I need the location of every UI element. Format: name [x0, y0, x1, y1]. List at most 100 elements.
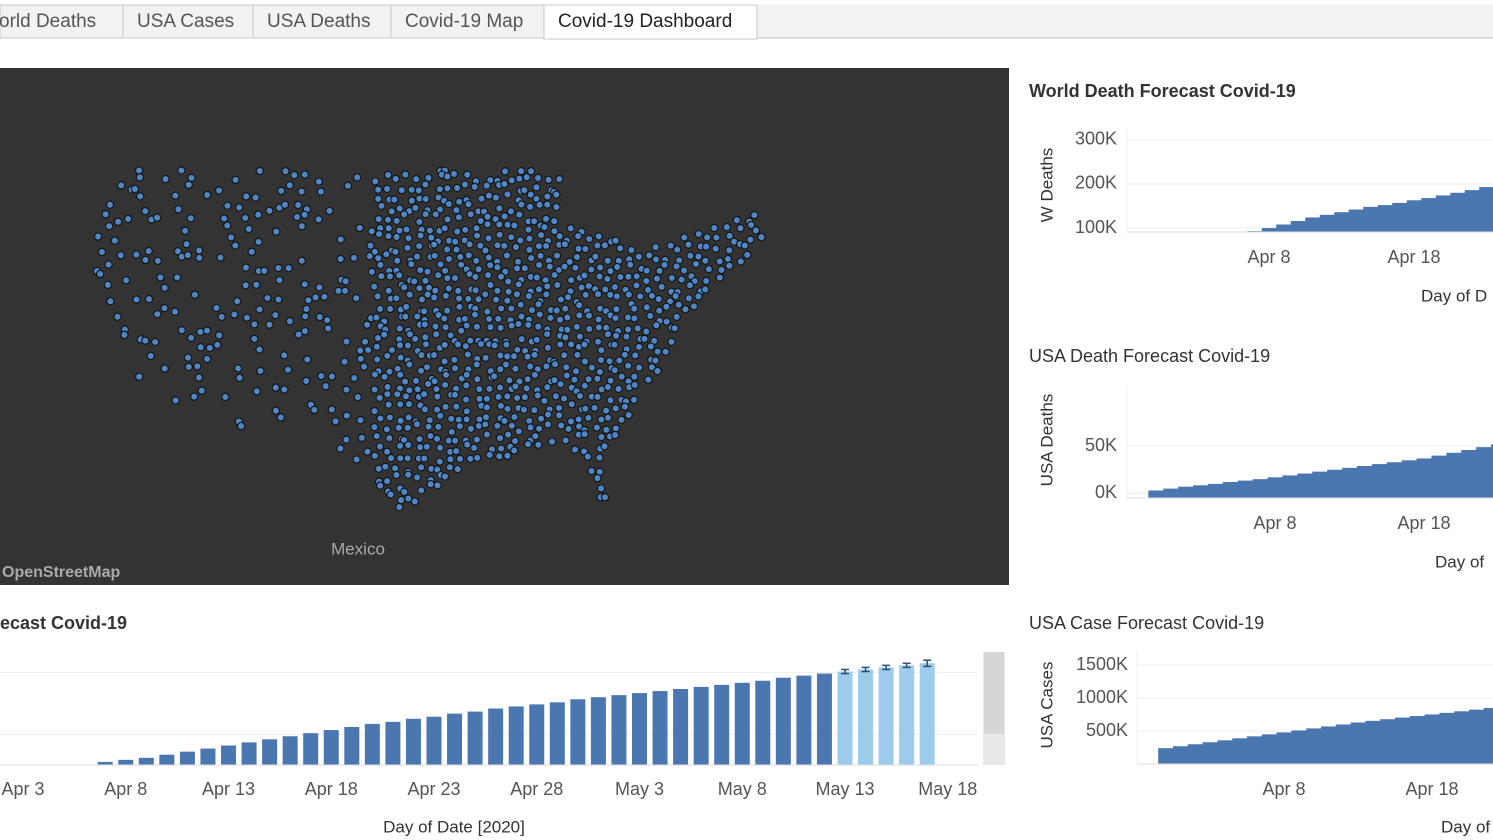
map-dot	[550, 360, 560, 369]
map-dot	[419, 307, 429, 316]
map-dot	[517, 200, 526, 209]
tab[interactable]	[390, 4, 545, 39]
map-dot	[440, 224, 449, 233]
y-tick-label: 200K	[1075, 173, 1117, 193]
map-dot	[235, 373, 244, 383]
area-step	[1261, 734, 1278, 764]
scrollbar-thumb[interactable]	[984, 652, 1004, 734]
map-dot	[624, 290, 634, 299]
map-dot	[292, 212, 302, 222]
map-dot	[141, 255, 150, 265]
map-dot	[297, 187, 306, 196]
map-dot	[462, 370, 471, 379]
bar	[282, 736, 298, 765]
map-dot	[645, 251, 654, 260]
map-dot	[525, 245, 534, 254]
map-dot	[660, 260, 669, 270]
map-dot	[536, 251, 545, 261]
area-step	[1348, 209, 1364, 232]
bar	[816, 673, 832, 765]
area-step	[1421, 198, 1437, 232]
map-dot	[596, 355, 606, 365]
map-dot	[440, 357, 449, 366]
x-axis-title: Day of	[1441, 817, 1490, 836]
map-dot	[252, 280, 261, 289]
map-dot	[412, 252, 422, 261]
map-dot	[404, 399, 414, 409]
map-dot	[651, 356, 660, 365]
map-dot	[600, 442, 609, 451]
map-dot	[631, 351, 640, 360]
map-dot	[293, 200, 303, 210]
map-dot	[746, 235, 755, 244]
tab-label[interactable]: Covid-19 Dashboard	[558, 11, 732, 32]
map-dot	[314, 215, 323, 224]
map-dot	[421, 194, 430, 204]
map-dot	[606, 396, 615, 405]
map-dot	[610, 430, 620, 440]
tab-label[interactable]: Covid-19 Map	[405, 11, 523, 32]
map-dot	[600, 241, 610, 250]
map-dot	[666, 241, 675, 250]
map-dot	[513, 345, 522, 354]
tab-label[interactable]: orld Deaths	[0, 11, 96, 32]
tab-label[interactable]: USA Deaths	[267, 11, 371, 32]
map-dot	[503, 451, 512, 460]
map-dot	[622, 332, 631, 341]
map-dot	[130, 184, 140, 194]
map-dot	[542, 362, 551, 371]
map-dot	[581, 244, 590, 254]
map-dot	[627, 245, 636, 255]
map-dot	[161, 174, 170, 184]
map-dot	[572, 322, 582, 332]
map-dot	[662, 317, 671, 326]
map-dot	[425, 226, 435, 235]
map-dot	[547, 437, 557, 446]
map-dot	[482, 181, 491, 190]
map-dot	[370, 422, 379, 432]
map-dot	[343, 181, 353, 191]
map-dot	[285, 316, 295, 326]
x-tick-label: May 8	[718, 779, 767, 799]
map-dot	[369, 282, 379, 291]
area-step	[1312, 471, 1328, 498]
bar	[179, 751, 195, 765]
area-step	[1365, 720, 1381, 764]
map-dot	[444, 254, 454, 264]
map-dot	[443, 273, 452, 283]
map-dot	[536, 230, 546, 240]
map-dot	[250, 320, 259, 329]
map-dot	[515, 174, 524, 183]
tab[interactable]	[122, 4, 254, 39]
map-dot	[555, 315, 565, 324]
x-tick-label: Apr 13	[202, 779, 255, 799]
y-axis-title: USA Cases	[1037, 662, 1056, 749]
map-dot	[177, 166, 186, 175]
map-dot	[187, 173, 196, 183]
area-step	[1439, 712, 1455, 764]
map-dot	[451, 446, 461, 456]
map-dot	[403, 454, 412, 463]
map-dot	[399, 210, 409, 219]
x-tick-label: Apr 28	[510, 779, 563, 799]
map-dot	[725, 231, 734, 241]
map-dot	[377, 271, 386, 281]
map-dot	[435, 457, 444, 466]
area-step	[1319, 214, 1335, 232]
map-dot	[400, 377, 410, 386]
tab[interactable]	[252, 4, 392, 39]
area-step	[1178, 486, 1194, 498]
map-dot	[495, 230, 504, 239]
map-dot	[474, 295, 483, 304]
map-dot	[596, 484, 606, 493]
y-tick-label: 1500K	[1076, 654, 1128, 674]
map-dot	[530, 370, 540, 380]
y-tick-label: 1000K	[1076, 687, 1128, 707]
x-tick-label: Apr 8	[1253, 513, 1296, 533]
map-dot	[496, 444, 506, 453]
tab[interactable]	[543, 4, 758, 40]
map-dot	[500, 179, 509, 189]
map-dot	[701, 276, 711, 286]
map-dot	[634, 342, 644, 352]
tab-label[interactable]: USA Cases	[137, 11, 234, 32]
